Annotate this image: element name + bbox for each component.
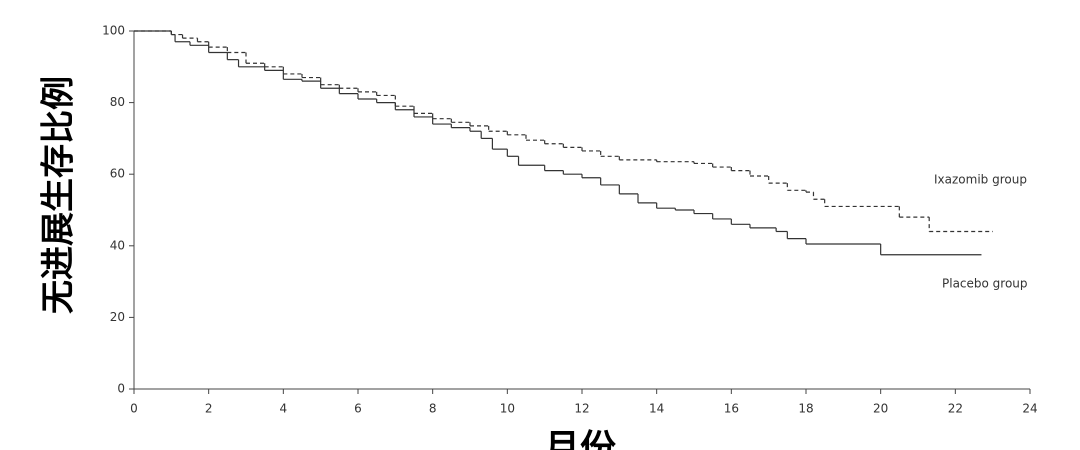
x-tick-label: 4 [280,402,288,416]
x-tick-label: 0 [130,402,138,416]
x-tick-label: 14 [649,402,664,416]
x-tick-label: 20 [873,402,888,416]
x-axis-label: 月份 [544,428,616,450]
x-tick-label: 6 [354,402,362,416]
x-tick-label: 12 [574,402,589,416]
series-label: Ixazomib group [934,173,1027,187]
x-tick-label: 24 [1022,402,1037,416]
y-tick-label: 60 [110,167,125,181]
y-tick-label: 40 [110,238,125,252]
y-tick-label: 0 [117,382,125,396]
x-tick-label: 2 [205,402,213,416]
x-tick-label: 22 [948,402,963,416]
y-tick-label: 20 [110,310,125,324]
x-tick-label: 8 [429,402,437,416]
x-tick-label: 18 [798,402,813,416]
y-axis-label: 无进展生存比例 [39,76,79,314]
x-tick-label: 10 [500,402,515,416]
series-label: Placebo group [942,277,1028,291]
x-tick-label: 16 [724,402,739,416]
y-tick-label: 80 [110,95,125,109]
y-tick-label: 100 [102,24,125,38]
